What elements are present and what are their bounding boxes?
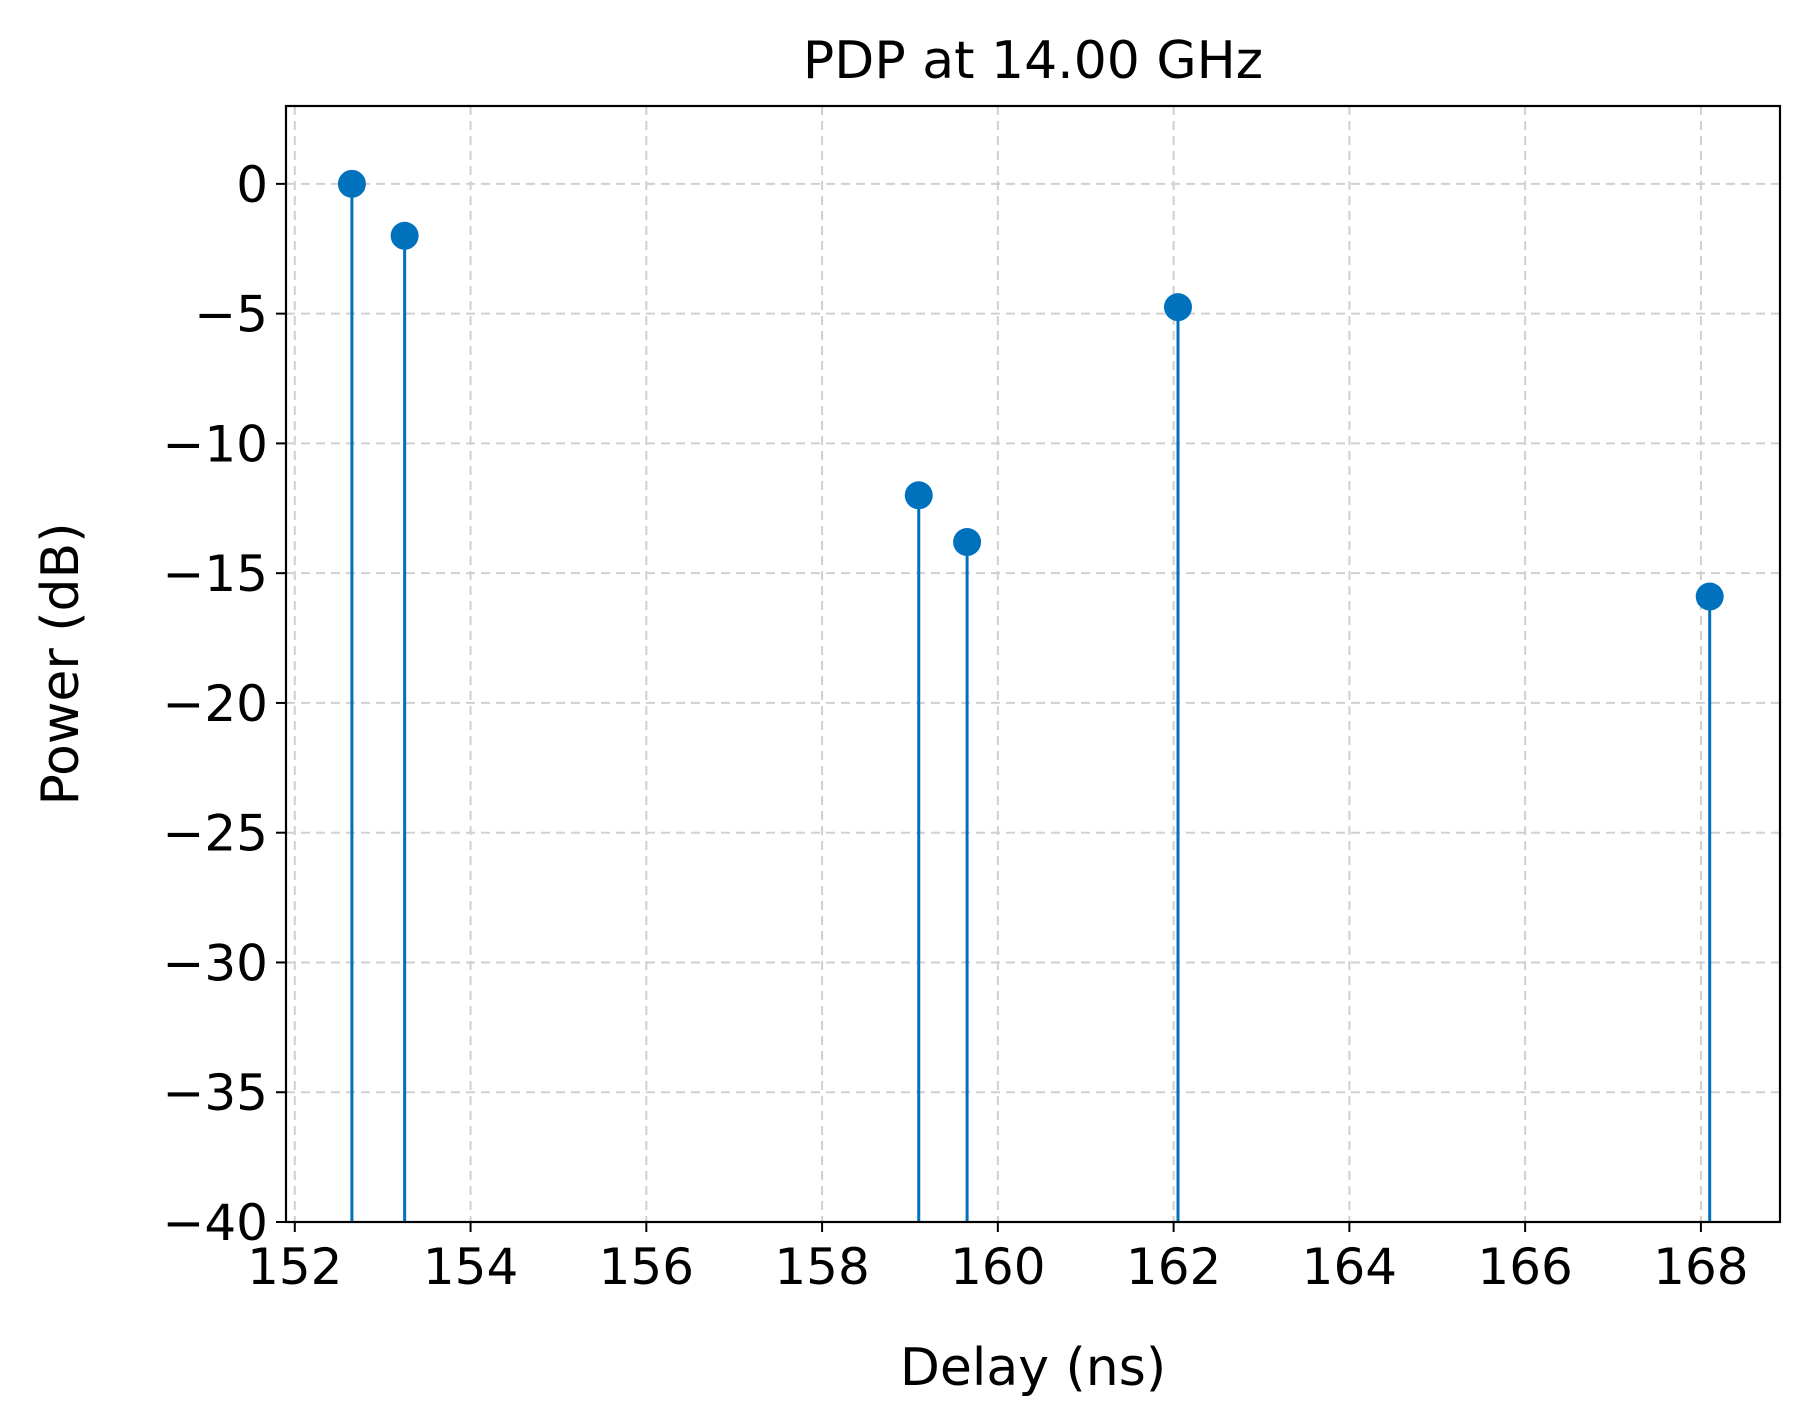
stem-series <box>337 169 1724 1222</box>
grid <box>286 106 1780 1223</box>
stem-marker <box>904 481 933 510</box>
plot-frame <box>284 104 1782 1224</box>
x-tick-label: 160 <box>950 1238 1045 1296</box>
stem-marker <box>337 169 366 198</box>
y-tick-label: −40 <box>162 1194 268 1252</box>
y-tick-label: −5 <box>194 286 268 344</box>
x-tick-label: 152 <box>247 1238 342 1296</box>
y-tick-label: −30 <box>162 934 268 992</box>
y-axis-label: Power (dB) <box>31 522 91 805</box>
x-tick-label: 156 <box>599 1238 694 1296</box>
stem-marker <box>1164 293 1193 322</box>
x-tick-label: 154 <box>423 1238 518 1296</box>
y-tick-label: −20 <box>162 675 268 733</box>
x-tick-label: 168 <box>1653 1238 1748 1296</box>
y-tick-label: −35 <box>162 1064 268 1122</box>
x-tick-label: 164 <box>1302 1238 1397 1296</box>
x-axis-label: Delay (ns) <box>900 1338 1166 1398</box>
stem-marker <box>1695 582 1724 611</box>
y-tick-label: −10 <box>162 415 268 473</box>
x-tick-label: 158 <box>774 1238 869 1296</box>
y-tick-label: −25 <box>162 805 268 863</box>
y-tick-label: −15 <box>162 545 268 603</box>
y-tick-label: 0 <box>236 156 268 214</box>
x-tick-label: 162 <box>1126 1238 1221 1296</box>
stem-marker <box>953 528 982 557</box>
x-tick-label: 166 <box>1477 1238 1572 1296</box>
chart-title: PDP at 14.00 GHz <box>803 31 1263 91</box>
stem-marker <box>390 221 419 250</box>
axis-ticks: 152 154 156 158 160 162 164 166 168 0 −5 −10 −15 −20 −… <box>162 156 1748 1296</box>
